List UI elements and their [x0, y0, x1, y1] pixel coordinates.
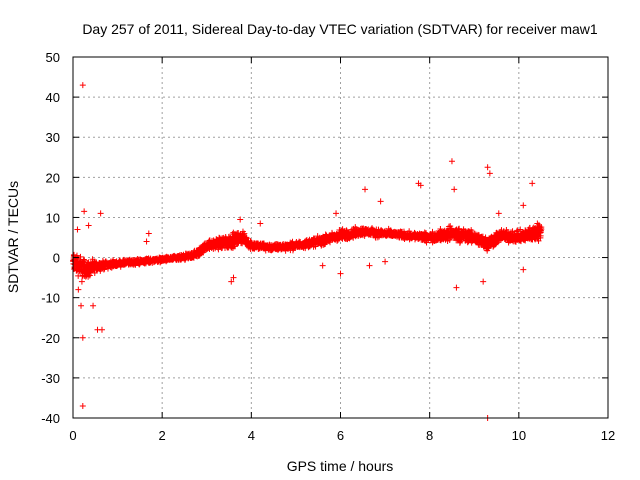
outlier-point: [97, 210, 104, 217]
data-point: [231, 243, 238, 250]
outlier-point: [484, 164, 491, 171]
y-tick-label: 0: [53, 251, 60, 266]
outlier-point: [143, 238, 150, 245]
y-axis-label: SDTVAR / TECUs: [5, 181, 21, 293]
outlier-point: [377, 198, 384, 205]
outlier-point: [337, 270, 344, 277]
data-points: [70, 82, 545, 421]
y-tick-label: -10: [41, 291, 60, 306]
data-point: [448, 225, 455, 232]
outlier-point: [79, 82, 86, 89]
data-point: [517, 226, 524, 233]
outlier-point: [520, 266, 527, 273]
axis-ticks: [72, 56, 609, 419]
outlier-point: [366, 262, 373, 269]
outlier-point: [382, 258, 389, 265]
outlier-point: [85, 222, 92, 229]
data-point: [456, 225, 463, 232]
outlier-point: [78, 302, 85, 309]
outlier-point: [79, 334, 86, 341]
outlier-point: [495, 210, 502, 217]
outlier-point: [79, 402, 86, 409]
outlier-point: [145, 230, 152, 237]
x-tick-label: 2: [159, 428, 166, 443]
outlier-point: [362, 186, 369, 193]
y-tick-label: 10: [46, 210, 60, 225]
outlier-point: [75, 286, 82, 293]
tick-labels: 0 2 4 6 8 10 12 -40 -30 -20 -10 0 10 20 30 40 50: [41, 50, 615, 443]
data-point: [437, 225, 444, 232]
outlier-point: [257, 220, 264, 227]
y-tick-label: 20: [46, 170, 60, 185]
data-point: [537, 227, 544, 234]
outlier-point: [333, 210, 340, 217]
x-axis-label: GPS time / hours: [287, 458, 394, 474]
outlier-point: [98, 326, 105, 333]
outlier-point: [520, 202, 527, 209]
outlier-point: [90, 302, 97, 309]
outlier-point: [230, 274, 237, 281]
outlier-point: [451, 186, 458, 193]
outlier-point: [529, 180, 536, 187]
outlier-point: [228, 278, 235, 285]
y-tick-label: 30: [46, 130, 60, 145]
y-tick-label: 40: [46, 90, 60, 105]
y-tick-label: -30: [41, 371, 60, 386]
y-tick-label: -40: [41, 411, 60, 426]
outlier-point: [448, 158, 455, 165]
outlier-point: [486, 170, 493, 177]
outlier-point: [453, 284, 460, 291]
chart-title: Day 257 of 2011, Sidereal Day-to-day VTE…: [82, 21, 598, 37]
y-tick-label: -20: [41, 331, 60, 346]
outlier-point: [78, 278, 85, 285]
x-tick-label: 10: [512, 428, 526, 443]
y-tick-label: 50: [46, 50, 60, 65]
x-tick-label: 12: [601, 428, 615, 443]
outlier-point: [237, 216, 244, 223]
data-point: [81, 257, 88, 264]
outlier-point: [74, 226, 81, 233]
x-tick-label: 6: [337, 428, 344, 443]
data-point: [100, 266, 107, 273]
data-point: [77, 253, 84, 260]
x-tick-label: 4: [248, 428, 255, 443]
outlier-point: [480, 278, 487, 285]
outlier-point: [81, 208, 88, 215]
outlier-point: [319, 262, 326, 269]
x-tick-label: 0: [69, 428, 76, 443]
outlier-point: [417, 182, 424, 189]
x-tick-label: 8: [426, 428, 433, 443]
